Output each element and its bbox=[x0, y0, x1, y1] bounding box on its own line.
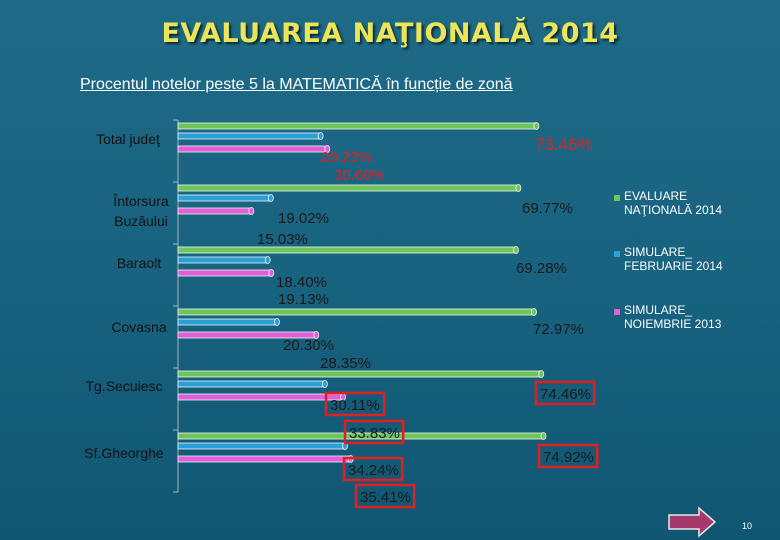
data-label-simulare-februarie-2014-tg-secuiesc: 30.11% bbox=[330, 397, 380, 414]
bar-cap-evaluare-nationala-2014-baraolt bbox=[513, 246, 519, 254]
category-label-total-judet: Total judeţ bbox=[96, 131, 160, 147]
data-label-simulare-februarie-2014-baraolt: 18.40% bbox=[276, 274, 327, 291]
category-label-tg-secuiesc: Tg.Secuiesc bbox=[85, 378, 162, 394]
bar-cap-simulare-februarie-2014-intorsura-buzaului bbox=[267, 194, 274, 202]
legend-swatch-evaluare-nationala-2014 bbox=[614, 195, 620, 201]
legend-swatch-simulare-februarie-2014 bbox=[614, 251, 620, 257]
bar-cap-simulare-februarie-2014-covasna bbox=[274, 318, 280, 326]
bar-simulare-noiembrie-2013-baraolt bbox=[177, 269, 272, 277]
data-label-evaluare-nationala-2014-baraolt: 69.28% bbox=[516, 260, 567, 277]
data-label-evaluare-nationala-2014-sf-gheorghe: 74.92% bbox=[543, 449, 594, 466]
category-label-sf-gheorghe: Sf.Gheorghe bbox=[84, 445, 164, 461]
bar-simulare-februarie-2014-intorsura-buzaului bbox=[177, 194, 272, 202]
highlight-box-simulare-februarie-2014-sf-gheorghe bbox=[342, 456, 404, 482]
bar-simulare-noiembrie-2013-sf-gheorghe bbox=[177, 455, 352, 463]
data-label-simulare-noiembrie-2013-baraolt: 19.13% bbox=[278, 291, 329, 308]
bar-simulare-noiembrie-2013-total-judet bbox=[177, 145, 328, 153]
highlight-box-simulare-noiembrie-2013-tg-secuiesc bbox=[343, 419, 405, 445]
data-label-simulare-noiembrie-2013-tg-secuiesc: 33.83% bbox=[349, 425, 400, 442]
page-number: 10 bbox=[742, 521, 753, 531]
highlight-box-simulare-februarie-2014-tg-secuiesc bbox=[324, 391, 386, 417]
data-label-simulare-februarie-2014-total-judet: 29.23% bbox=[321, 149, 372, 166]
data-label-simulare-noiembrie-2013-covasna: 28.35% bbox=[320, 355, 371, 372]
data-label-simulare-noiembrie-2013-sf-gheorghe: 35.41% bbox=[360, 489, 411, 506]
bar-simulare-noiembrie-2013-intorsura-buzaului bbox=[177, 207, 252, 215]
bar-cap-simulare-noiembrie-2013-covasna bbox=[313, 331, 320, 339]
category-label-covasna: Covasna bbox=[111, 319, 166, 335]
category-label-intorsura-buzaului: Întorsura Buzăului bbox=[112, 193, 168, 229]
highlight-box-evaluare-nationala-2014-sf-gheorghe bbox=[537, 443, 599, 469]
bar-cap-evaluare-nationala-2014-intorsura-buzaului bbox=[515, 184, 522, 192]
bar-evaluare-nationala-2014-baraolt bbox=[177, 246, 517, 254]
bar-cap-evaluare-nationala-2014-tg-secuiesc bbox=[538, 370, 545, 378]
highlight-box-evaluare-nationala-2014-tg-secuiesc bbox=[534, 380, 596, 406]
bar-cap-simulare-februarie-2014-tg-secuiesc bbox=[321, 380, 328, 388]
data-label-simulare-februarie-2014-sf-gheorghe: 34.24% bbox=[348, 462, 399, 479]
bar-cap-evaluare-nationala-2014-total-judet bbox=[533, 122, 540, 130]
bar-cap-simulare-februarie-2014-baraolt bbox=[264, 256, 271, 264]
bar-simulare-februarie-2014-tg-secuiesc bbox=[177, 380, 326, 388]
data-label-evaluare-nationala-2014-intorsura-buzaului: 69.77% bbox=[522, 200, 573, 217]
bar-simulare-februarie-2014-total-judet bbox=[177, 132, 321, 140]
bar-simulare-februarie-2014-sf-gheorghe bbox=[177, 442, 346, 450]
legend-swatch-simulare-noiembrie-2013 bbox=[614, 309, 620, 315]
bar-cap-evaluare-nationala-2014-sf-gheorghe bbox=[540, 432, 547, 440]
category-label-baraolt: Baraolt bbox=[117, 255, 161, 271]
bar-evaluare-nationala-2014-total-judet bbox=[177, 122, 537, 130]
bar-cap-evaluare-nationala-2014-covasna bbox=[531, 308, 537, 316]
legend-label-simulare-februarie-2014: SIMULARE_ FEBRUARIE 2014 bbox=[624, 245, 723, 273]
data-label-simulare-noiembrie-2013-intorsura-buzaului: 15.03% bbox=[257, 231, 308, 248]
chart-subtitle: Procentul notelor peste 5 la MATEMATICĂ … bbox=[80, 76, 513, 93]
data-label-simulare-februarie-2014-intorsura-buzaului: 19.02% bbox=[278, 210, 329, 227]
highlight-box-simulare-noiembrie-2013-sf-gheorghe bbox=[354, 483, 416, 509]
bar-cap-simulare-noiembrie-2013-baraolt bbox=[268, 269, 275, 277]
legend-label-evaluare-nationala-2014: EVALUARE NAŢIONALĂ 2014 bbox=[624, 189, 722, 217]
bar-cap-simulare-februarie-2014-total-judet bbox=[317, 132, 324, 140]
bar-cap-simulare-noiembrie-2013-total-judet bbox=[324, 145, 331, 153]
legend-label-simulare-noiembrie-2013: SIMULARE_ NOIEMBRIE 2013 bbox=[624, 303, 722, 331]
bar-cap-simulare-noiembrie-2013-intorsura-buzaului bbox=[248, 207, 255, 215]
data-label-evaluare-nationala-2014-total-judet: 73.46% bbox=[535, 135, 593, 154]
bar-evaluare-nationala-2014-intorsura-buzaului bbox=[177, 184, 519, 192]
bar-evaluare-nationala-2014-covasna bbox=[177, 308, 535, 316]
bar-simulare-noiembrie-2013-tg-secuiesc bbox=[177, 393, 344, 401]
data-label-evaluare-nationala-2014-covasna: 72.97% bbox=[533, 321, 584, 338]
data-label-evaluare-nationala-2014-tg-secuiesc: 74.46% bbox=[540, 386, 591, 403]
data-label-simulare-februarie-2014-covasna: 20.30% bbox=[283, 337, 334, 354]
slide-title: EVALUAREA NAŢIONALĂ 2014 bbox=[161, 18, 619, 49]
data-label-simulare-noiembrie-2013-total-judet: 30.60% bbox=[334, 167, 385, 184]
next-slide-arrow-icon[interactable] bbox=[667, 506, 717, 538]
bar-simulare-februarie-2014-baraolt bbox=[177, 256, 269, 264]
bar-simulare-februarie-2014-covasna bbox=[177, 318, 278, 326]
